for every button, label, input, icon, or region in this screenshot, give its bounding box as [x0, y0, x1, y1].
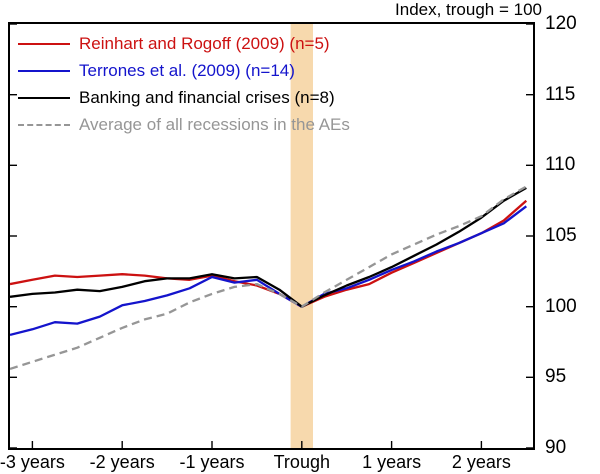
black-line-sample	[18, 96, 70, 99]
y-axis-tick-label: 120	[545, 13, 577, 34]
x-axis-tick-label: 2 years	[451, 452, 511, 472]
y-axis-tick-label: 90	[545, 437, 567, 458]
red-line-sample	[18, 42, 70, 45]
y-axis-tick-label: 105	[545, 225, 577, 246]
legend-item-average-recessions: Average of all recessions in the AEs	[18, 111, 350, 138]
chart-title: Index, trough = 100	[395, 0, 542, 19]
x-axis-tick-label: -2 years	[89, 452, 155, 472]
x-axis-tick-label: -1 years	[179, 452, 245, 472]
legend-label: Banking and financial crises (n=8)	[79, 87, 335, 107]
legend: Reinhart and Rogoff (2009) (n=5) Terrone…	[18, 30, 350, 138]
plot-area: Reinhart and Rogoff (2009) (n=5) Terrone…	[8, 22, 535, 450]
x-axis-tick-label: Trough	[273, 452, 330, 472]
x-axis-tick-label: -3 years	[0, 452, 65, 472]
x-axis-tick-label: 1 years	[362, 452, 422, 472]
legend-label: Reinhart and Rogoff (2009) (n=5)	[79, 33, 330, 53]
legend-label: Average of all recessions in the AEs	[79, 114, 350, 134]
gray-dashed-line-sample	[18, 123, 70, 126]
legend-label: Terrones et al. (2009) (n=14)	[79, 60, 295, 80]
legend-item-terrones: Terrones et al. (2009) (n=14)	[18, 57, 350, 84]
blue-line-sample	[18, 69, 70, 72]
trough-highlight-band	[290, 24, 313, 448]
legend-item-reinhart-rogoff: Reinhart and Rogoff (2009) (n=5)	[18, 30, 350, 57]
y-axis-tick-label: 110	[545, 154, 576, 176]
y-axis-tick-label: 115	[545, 83, 576, 105]
chart-lines	[10, 24, 533, 448]
legend-item-banking-crises: Banking and financial crises (n=8)	[18, 84, 350, 111]
y-axis-tick-label: 95	[545, 366, 567, 388]
y-axis-tick-label: 100	[545, 295, 577, 317]
